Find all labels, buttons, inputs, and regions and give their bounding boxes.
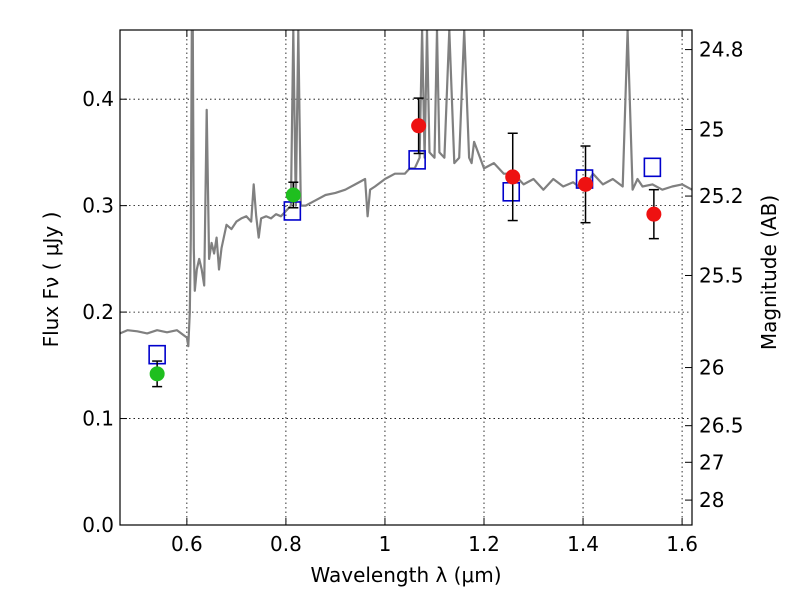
y-tick-label: 0.0 [82, 513, 114, 537]
model-photometry-square [643, 157, 662, 178]
magnitude-tick-label: 26.5 [699, 414, 744, 438]
red-photometry-point [411, 118, 427, 134]
magnitude-tick-label: 25.5 [699, 263, 744, 287]
green-photometry-point [285, 187, 301, 203]
x-tick-label: 1 [379, 532, 392, 556]
magnitude-tick-label: 24.8 [699, 38, 744, 62]
red-photometry-point [505, 169, 521, 185]
x-tick-label: 1.4 [567, 532, 599, 556]
green-photometry-point [149, 366, 165, 382]
grid-layer [120, 30, 692, 526]
ticks-layer: 0.6 0.8 1 1.2 1.4 1.6 0.0 0.1 0.2 0.3 0.4 24.8 25 25.… [82, 30, 744, 556]
y-axis-label: Flux Fν ( μJy ) [39, 212, 63, 348]
plot-frame [119, 29, 693, 526]
x-tick-label: 0.6 [171, 532, 203, 556]
magnitude-tick-label: 28 [699, 488, 724, 512]
model-photometry-square [408, 150, 426, 170]
magnitude-tick-label: 27 [699, 450, 724, 474]
magnitude-tick-label: 26 [699, 356, 724, 380]
red-photometry-point [578, 176, 594, 192]
x-tick-label: 1.6 [666, 532, 698, 556]
y-tick-label: 0.2 [82, 300, 114, 324]
x-tick-label: 0.8 [270, 532, 302, 556]
x-tick-label: 1.2 [468, 532, 500, 556]
x-axis-label: Wavelength λ (μm) [310, 563, 501, 587]
y-tick-label: 0.1 [82, 407, 114, 431]
y-tick-label: 0.4 [82, 87, 114, 111]
model-photometry-square [502, 182, 521, 202]
spectrum-line [120, 30, 692, 348]
right-axis-label: Magnitude (AB) [757, 195, 781, 350]
y-tick-label: 0.3 [82, 194, 114, 218]
spectrum-layer [120, 30, 692, 348]
points-layer [148, 97, 662, 388]
magnitude-tick-label: 25.2 [699, 184, 744, 208]
red-photometry-point [646, 206, 662, 222]
magnitude-tick-label: 25 [699, 118, 724, 142]
